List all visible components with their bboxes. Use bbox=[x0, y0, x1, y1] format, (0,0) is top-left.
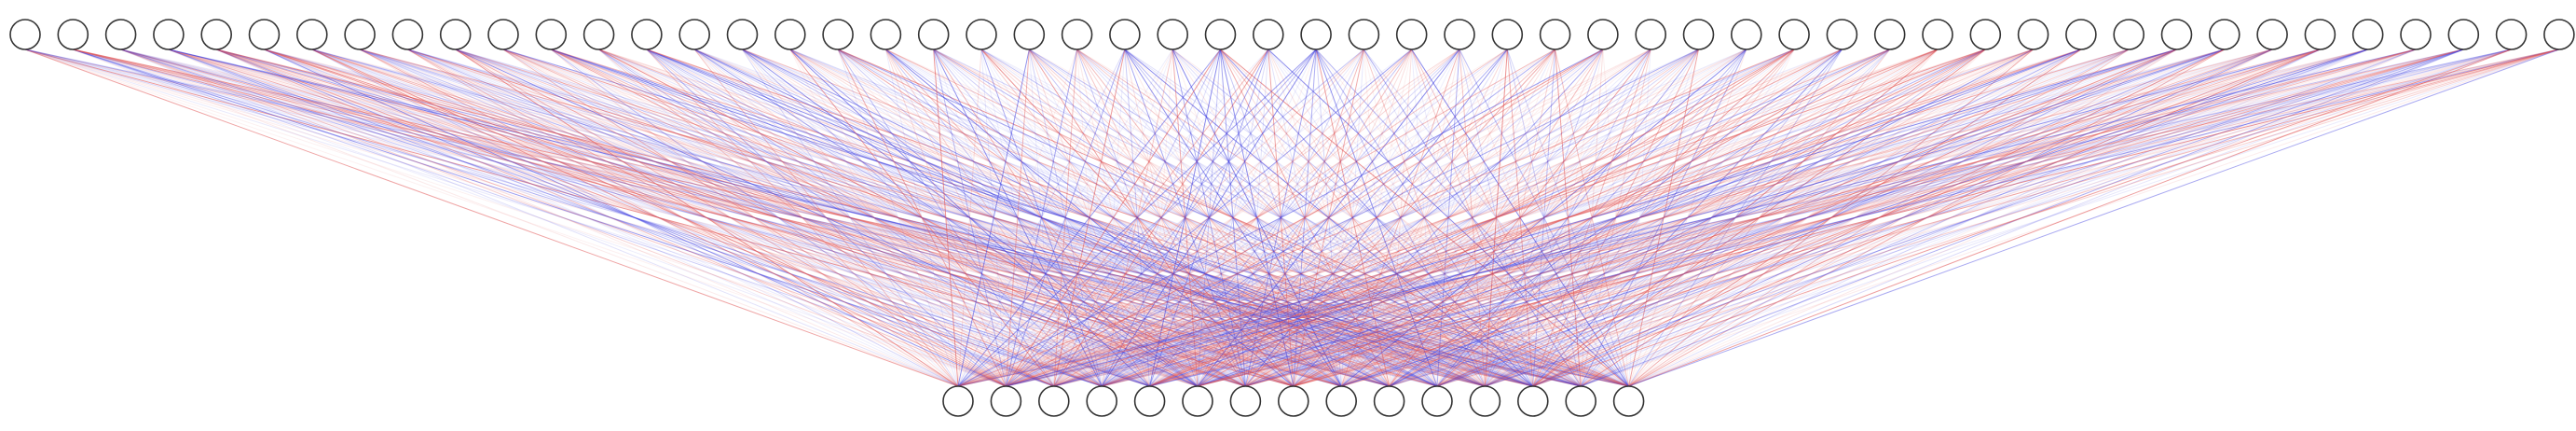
input-neuron bbox=[1588, 20, 1618, 49]
input-neuron bbox=[2066, 20, 2096, 49]
input-neuron bbox=[1158, 20, 1187, 49]
input-neuron bbox=[2497, 20, 2527, 49]
input-neuron bbox=[1684, 20, 1714, 49]
input-neuron bbox=[536, 20, 566, 49]
output-neuron bbox=[1518, 386, 1548, 416]
input-neuron bbox=[10, 20, 40, 49]
input-neuron bbox=[297, 20, 327, 49]
input-neuron bbox=[1970, 20, 2000, 49]
input-neuron bbox=[1827, 20, 1857, 49]
input-neuron bbox=[1397, 20, 1427, 49]
input-neuron bbox=[919, 20, 949, 49]
input-neuron bbox=[58, 20, 88, 49]
input-layer bbox=[10, 20, 2574, 49]
input-neuron bbox=[1062, 20, 1092, 49]
output-neuron bbox=[1039, 386, 1069, 416]
input-neuron bbox=[1541, 20, 1570, 49]
input-neuron bbox=[870, 20, 900, 49]
output-neuron bbox=[1087, 386, 1117, 416]
output-neuron bbox=[1326, 386, 1356, 416]
input-neuron bbox=[1875, 20, 1905, 49]
input-neuron bbox=[2114, 20, 2144, 49]
input-neuron bbox=[2448, 20, 2478, 49]
input-neuron bbox=[2257, 20, 2287, 49]
input-neuron bbox=[2210, 20, 2240, 49]
input-neuron bbox=[441, 20, 471, 49]
output-neuron bbox=[991, 386, 1021, 416]
input-neuron bbox=[250, 20, 280, 49]
input-neuron bbox=[1349, 20, 1378, 49]
input-neuron bbox=[392, 20, 422, 49]
input-neuron bbox=[1445, 20, 1474, 49]
connection-edge bbox=[1150, 49, 2559, 386]
input-neuron bbox=[2544, 20, 2574, 49]
connection-edges bbox=[25, 49, 2559, 386]
input-neuron bbox=[1732, 20, 1761, 49]
input-neuron bbox=[154, 20, 184, 49]
output-neuron bbox=[1135, 386, 1165, 416]
input-neuron bbox=[1014, 20, 1044, 49]
output-neuron bbox=[1422, 386, 1452, 416]
input-neuron bbox=[2353, 20, 2383, 49]
input-neuron bbox=[1206, 20, 1236, 49]
input-neuron bbox=[2401, 20, 2431, 49]
output-neuron bbox=[1566, 386, 1596, 416]
input-neuron bbox=[106, 20, 136, 49]
input-neuron bbox=[1301, 20, 1331, 49]
input-neuron bbox=[345, 20, 375, 49]
output-neuron bbox=[1230, 386, 1260, 416]
input-neuron bbox=[2305, 20, 2335, 49]
input-neuron bbox=[488, 20, 518, 49]
input-neuron bbox=[1636, 20, 1665, 49]
input-neuron bbox=[1779, 20, 1809, 49]
input-neuron bbox=[823, 20, 853, 49]
input-neuron bbox=[679, 20, 709, 49]
output-neuron bbox=[1375, 386, 1404, 416]
output-neuron bbox=[943, 386, 973, 416]
input-neuron bbox=[201, 20, 231, 49]
input-neuron bbox=[775, 20, 805, 49]
output-neuron bbox=[1614, 386, 1644, 416]
output-neuron bbox=[1183, 386, 1213, 416]
input-neuron bbox=[728, 20, 758, 49]
input-neuron bbox=[2162, 20, 2192, 49]
input-neuron bbox=[1254, 20, 1283, 49]
input-neuron bbox=[1110, 20, 1140, 49]
output-neuron bbox=[1279, 386, 1309, 416]
input-neuron bbox=[966, 20, 996, 49]
input-neuron bbox=[2019, 20, 2048, 49]
input-neuron bbox=[584, 20, 614, 49]
input-neuron bbox=[632, 20, 662, 49]
output-layer bbox=[943, 386, 1644, 416]
input-neuron bbox=[1492, 20, 1522, 49]
input-neuron bbox=[1923, 20, 1953, 49]
output-neuron bbox=[1470, 386, 1500, 416]
